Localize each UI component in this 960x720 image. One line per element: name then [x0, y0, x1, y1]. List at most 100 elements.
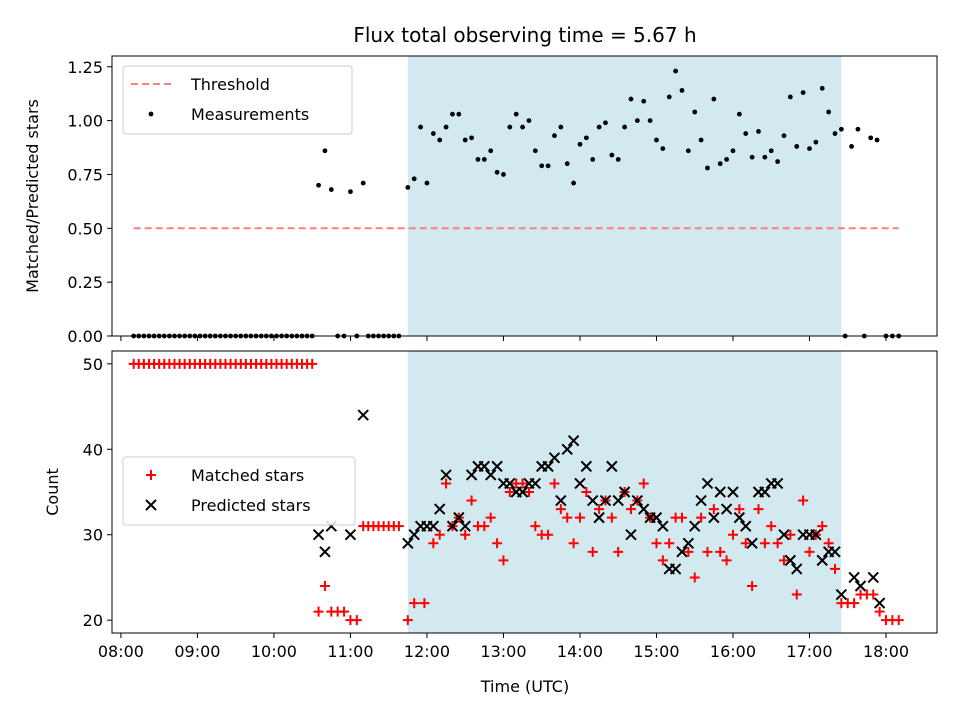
data-point: [430, 131, 436, 136]
y-tick-label: 0.25: [67, 273, 103, 292]
data-point: [606, 512, 617, 523]
data-point: [762, 154, 768, 160]
data-point: [456, 111, 462, 117]
data-point: [542, 460, 554, 473]
data-point: [868, 135, 874, 141]
data-point: [574, 512, 585, 523]
data-point: [408, 529, 420, 541]
data-point: [721, 555, 732, 566]
data-point: [453, 511, 465, 524]
data-point: [727, 529, 738, 540]
data-point: [319, 546, 331, 558]
y-tick-label: 0.00: [67, 327, 103, 346]
data-point: [893, 615, 904, 626]
data-point: [791, 563, 803, 575]
data-point: [810, 529, 822, 541]
data-point: [446, 520, 459, 532]
data-point: [724, 156, 730, 162]
data-point: [698, 137, 704, 143]
data-point: [433, 503, 446, 515]
data-point: [427, 520, 440, 532]
data-point: [539, 163, 545, 169]
data-point: [523, 487, 534, 497]
data-point: [596, 124, 602, 130]
data-point: [603, 120, 608, 126]
data-point: [676, 512, 687, 523]
data-point: [683, 546, 694, 557]
series-measurements: [131, 68, 902, 339]
legend-label: Predicted stars: [191, 496, 311, 515]
data-point: [727, 486, 739, 498]
data-point: [344, 529, 357, 541]
series-predicted-stars: [312, 409, 886, 609]
data-point: [813, 139, 819, 145]
data-point: [759, 486, 771, 498]
data-point: [791, 589, 802, 600]
data-point: [816, 554, 828, 567]
data-point: [682, 537, 695, 549]
panel-1: 0.00 0.25 0.50 0.75 1.00 1.25 Matched/Predicte…: [23, 55, 938, 346]
legend-label: Matched stars: [191, 466, 304, 485]
data-point: [759, 538, 770, 549]
data-point: [501, 172, 506, 177]
data-point: [669, 563, 682, 575]
axes-frame: [111, 55, 938, 337]
data-point: [440, 469, 452, 481]
data-point: [778, 529, 790, 541]
data-point: [848, 571, 860, 584]
data-point: [606, 460, 618, 473]
data-point: [465, 469, 478, 481]
data-point: [829, 563, 840, 574]
data-point: [316, 182, 321, 188]
data-point: [756, 128, 761, 134]
x-tick-label: 10:00: [251, 642, 297, 661]
x-tick-label: 13:00: [480, 642, 526, 661]
data-point: [685, 148, 691, 154]
data-point: [868, 589, 879, 600]
data-point: [717, 161, 723, 167]
data-point: [441, 478, 452, 489]
data-point: [874, 137, 880, 143]
data-point: [419, 598, 430, 609]
data-point: [581, 487, 592, 497]
data-point: [599, 494, 612, 507]
data-point: [720, 503, 733, 515]
data-point: [747, 581, 758, 591]
data-point: [873, 597, 886, 609]
data-point: [609, 152, 615, 158]
data-point: [676, 546, 688, 558]
data-point: [481, 156, 487, 162]
legend-dot-marker: [148, 111, 154, 117]
data-point: [530, 521, 541, 532]
data-point: [462, 137, 468, 143]
data-point: [647, 118, 653, 124]
data-point: [753, 504, 764, 515]
data-point: [673, 68, 679, 74]
data-point: [702, 546, 713, 557]
data-point: [593, 511, 605, 524]
data-point: [313, 606, 324, 617]
data-point: [634, 118, 640, 124]
data-point: [631, 494, 644, 507]
x-tick-label: 17:00: [786, 642, 832, 661]
data-point: [807, 146, 812, 152]
data-point: [618, 486, 631, 498]
legend-label: Measurements: [191, 105, 309, 124]
axes-frame: [111, 350, 938, 634]
y-tick-label: 20: [83, 611, 103, 630]
data-point: [319, 581, 330, 591]
x-tick-label: 09:00: [174, 642, 220, 661]
data-point: [543, 529, 554, 540]
data-point: [568, 538, 579, 549]
data-point: [768, 148, 774, 154]
data-point: [622, 124, 627, 130]
data-point: [804, 546, 815, 557]
data-point: [360, 180, 366, 186]
y-tick-label: 40: [83, 440, 103, 459]
data-point: [459, 520, 471, 532]
x-tick-label: 15:00: [633, 642, 679, 661]
data-point: [613, 546, 624, 557]
data-point: [402, 537, 414, 549]
data-point: [826, 109, 832, 115]
legend: Threshold Measurements: [122, 65, 353, 135]
